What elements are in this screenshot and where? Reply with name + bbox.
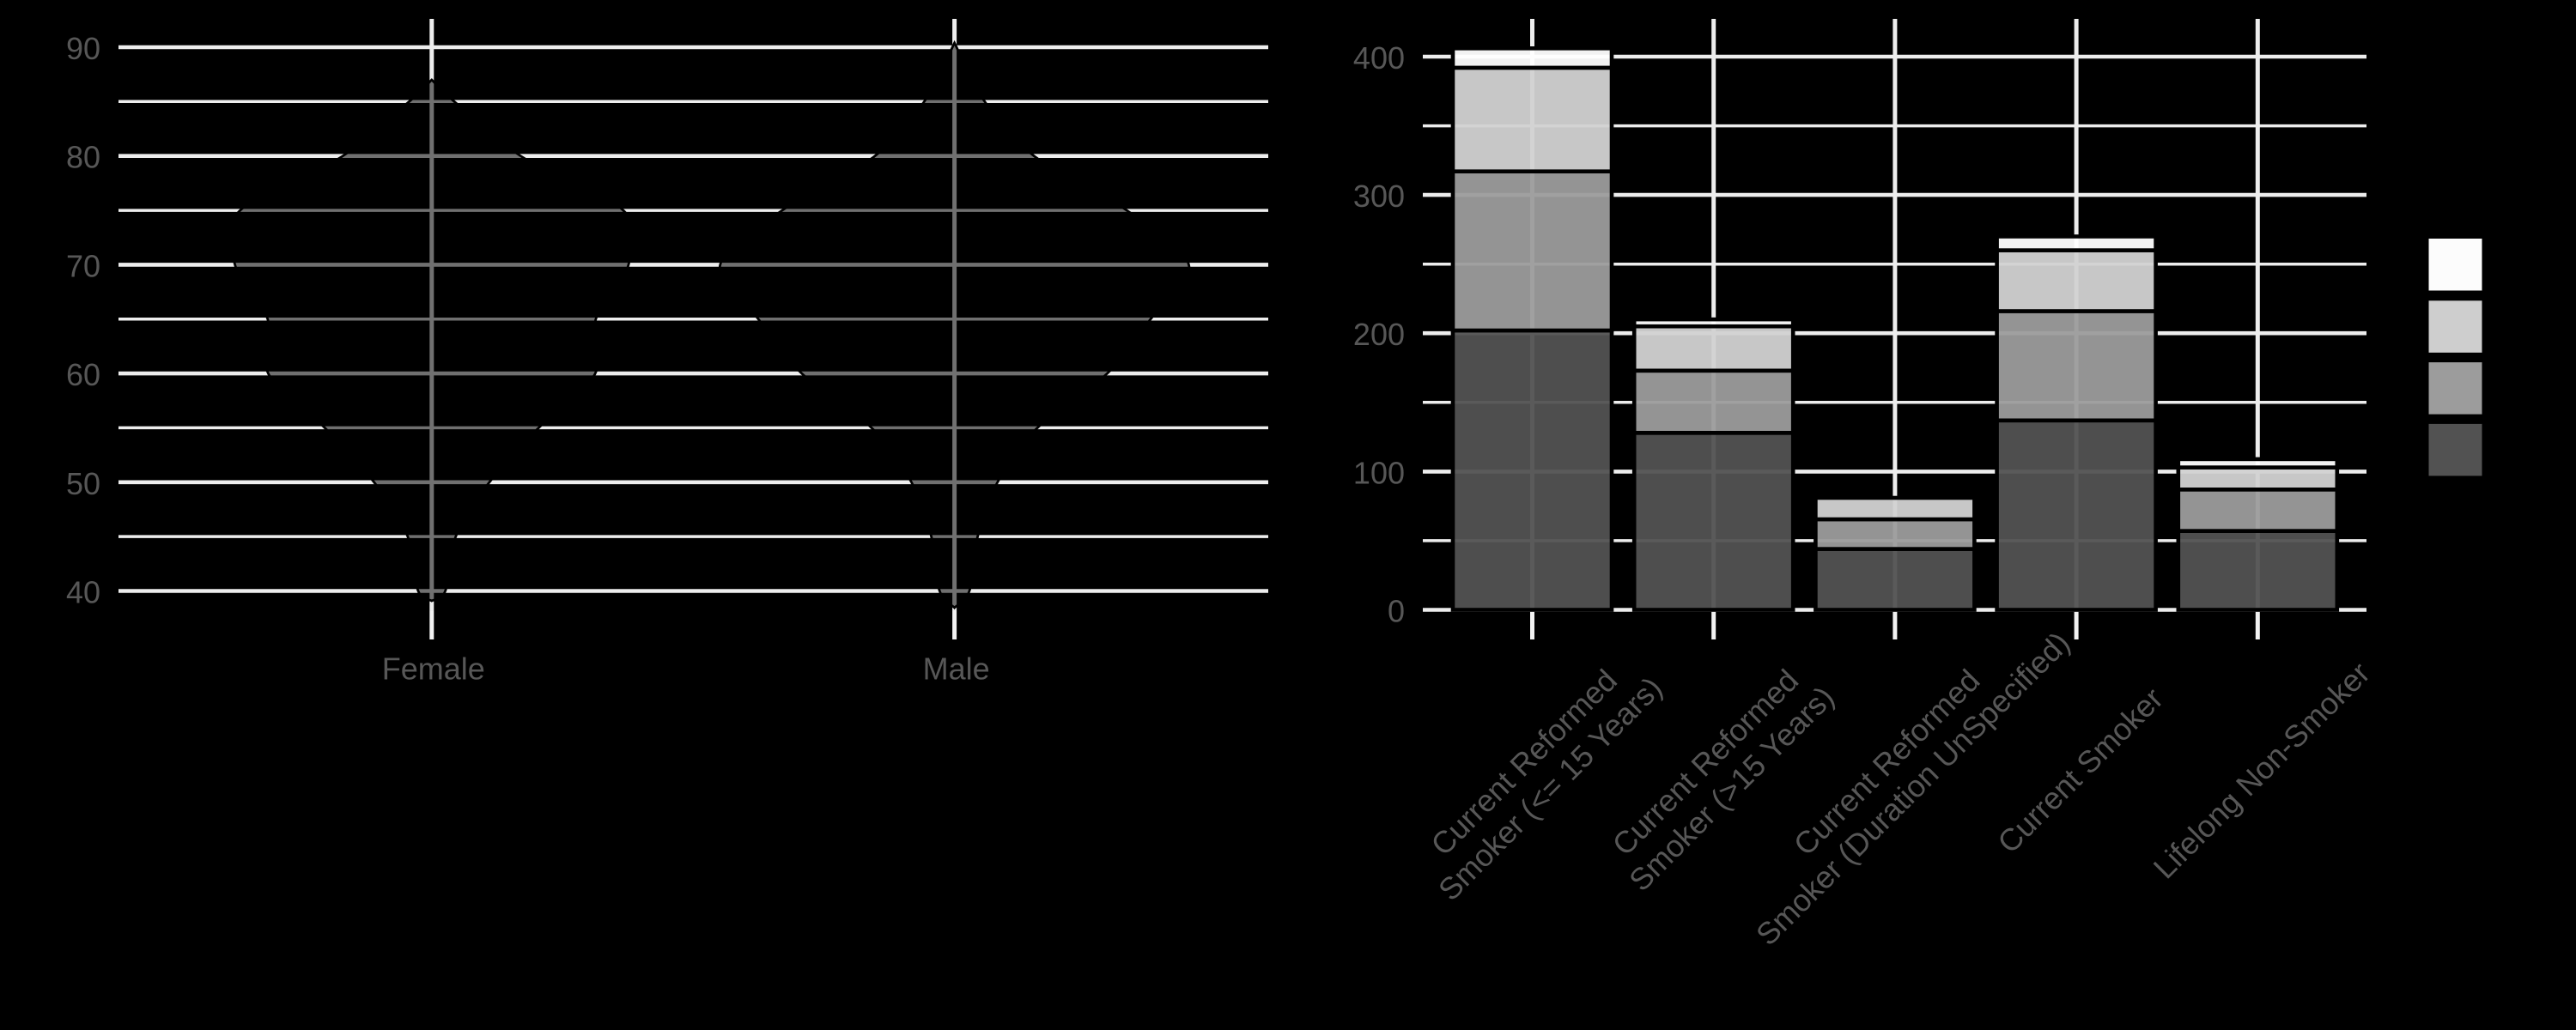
svg-text:200: 200 bbox=[1353, 317, 1405, 352]
svg-text:70: 70 bbox=[66, 248, 100, 283]
svg-text:80: 80 bbox=[66, 140, 100, 175]
svg-text:Female: Female bbox=[382, 651, 485, 687]
svg-text:90: 90 bbox=[66, 31, 100, 66]
svg-text:40: 40 bbox=[66, 575, 100, 610]
svg-text:400: 400 bbox=[1353, 40, 1405, 76]
svg-text:60: 60 bbox=[66, 357, 100, 392]
svg-text:50: 50 bbox=[66, 466, 100, 501]
svg-text:100: 100 bbox=[1353, 455, 1405, 490]
svg-text:300: 300 bbox=[1353, 179, 1405, 214]
svg-text:Male: Male bbox=[923, 651, 990, 687]
svg-text:0: 0 bbox=[1388, 594, 1405, 629]
